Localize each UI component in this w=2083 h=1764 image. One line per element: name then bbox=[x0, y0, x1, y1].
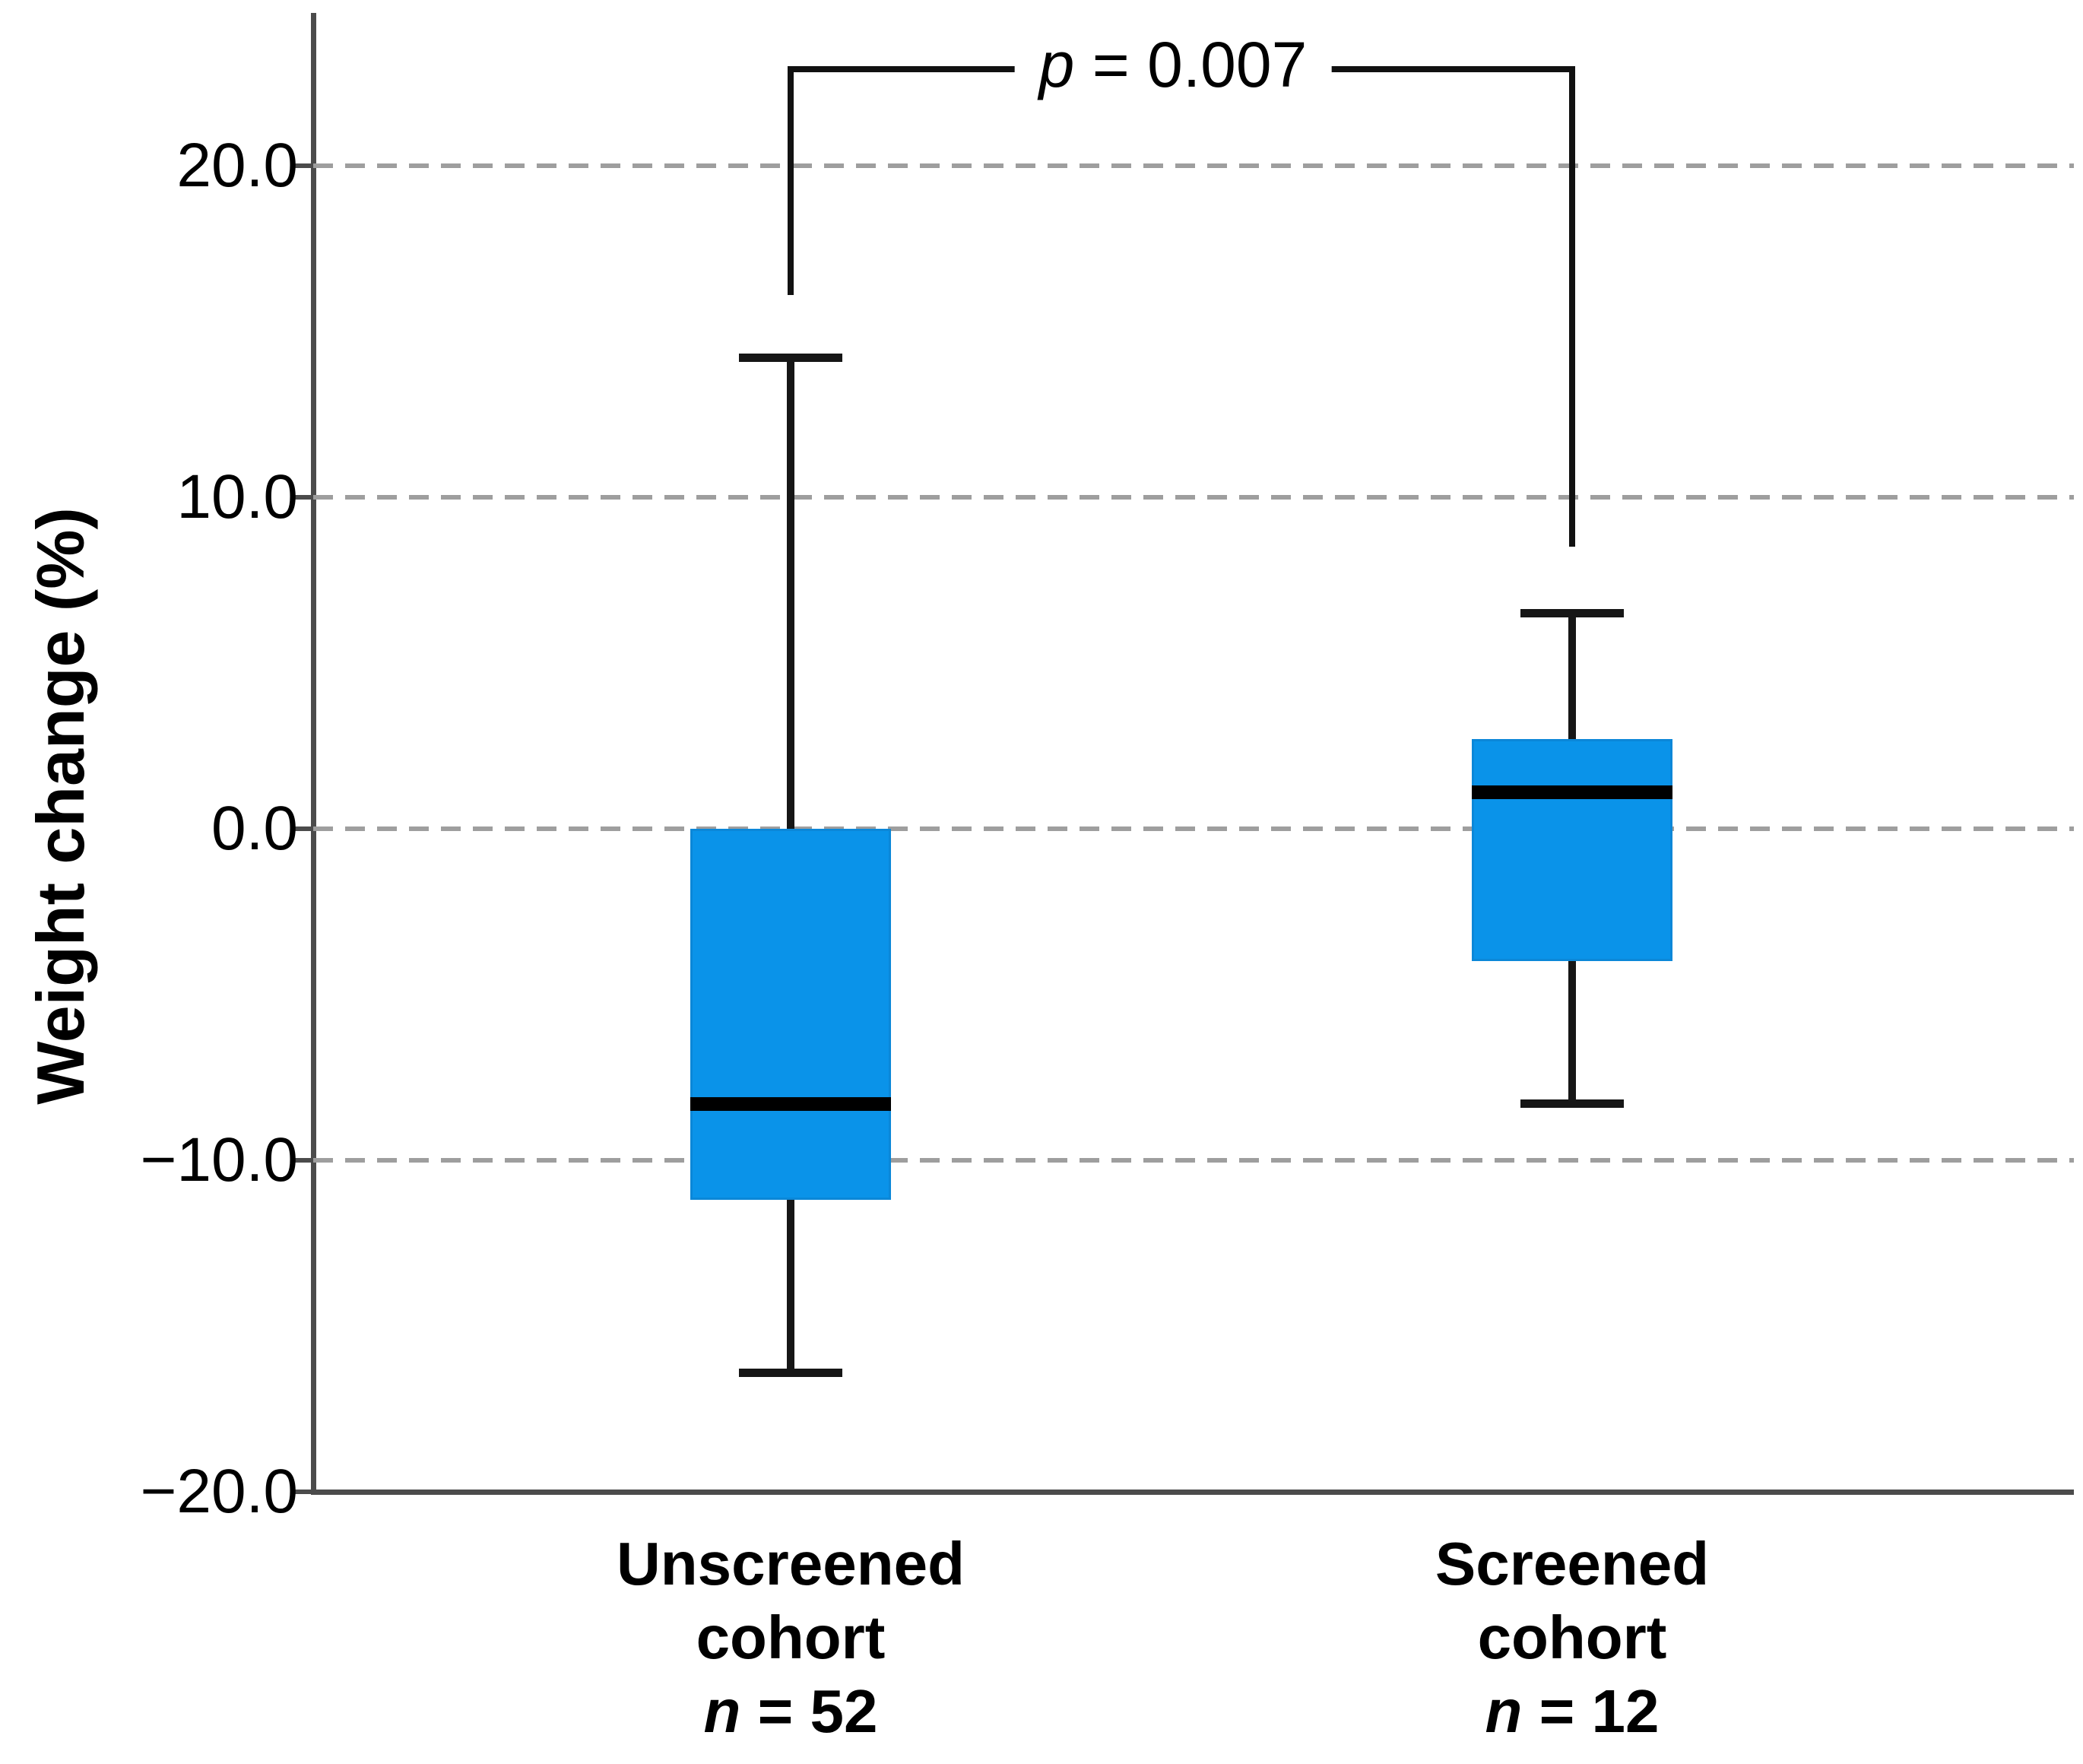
sig-bracket-right-leg bbox=[1569, 65, 1575, 547]
unscreened-cohort-lower-whisker-cap bbox=[739, 1368, 842, 1377]
screened-cohort-upper-whisker-cap bbox=[1520, 608, 1624, 617]
screened-cohort-box bbox=[1472, 739, 1672, 962]
screened-cohort-lower-whisker bbox=[1568, 961, 1576, 1104]
category-line: Screened bbox=[1435, 1530, 1710, 1597]
y-tick-mark-10 bbox=[292, 494, 313, 500]
y-tick-mark--10 bbox=[292, 1157, 313, 1163]
y-tick-label--20: −20.0 bbox=[140, 1457, 298, 1526]
unscreened-cohort-lower-whisker bbox=[787, 1200, 794, 1372]
unscreened-cohort-upper-whisker bbox=[787, 357, 794, 829]
gridline--10 bbox=[313, 1157, 2074, 1163]
gridline-20 bbox=[313, 163, 2074, 168]
unscreened-cohort-box bbox=[690, 828, 891, 1201]
p-value-label: p = 0.007 bbox=[1014, 24, 1332, 105]
p-value-symbol: p bbox=[1038, 29, 1075, 100]
y-tick-mark-20 bbox=[292, 163, 313, 168]
screened-cohort-upper-whisker bbox=[1568, 613, 1576, 740]
y-tick-label--10: −10.0 bbox=[140, 1125, 298, 1195]
category-line: Unscreened bbox=[617, 1530, 965, 1597]
gridline-0 bbox=[313, 826, 2074, 831]
screened-cohort-lower-whisker-cap bbox=[1520, 1099, 1624, 1109]
y-axis-line bbox=[311, 13, 316, 1492]
y-tick-mark-0 bbox=[292, 826, 313, 831]
y-tick-label-0: 0.0 bbox=[211, 793, 298, 863]
category-n-count: n = 12 bbox=[1485, 1677, 1660, 1745]
screened-cohort-median-line bbox=[1472, 785, 1672, 799]
x-axis-line bbox=[311, 1490, 2074, 1495]
y-tick-label-20: 20.0 bbox=[176, 130, 298, 200]
y-tick-mark--20 bbox=[292, 1490, 313, 1494]
category-line: cohort bbox=[696, 1604, 886, 1671]
sig-bracket-left-leg bbox=[788, 65, 794, 295]
x-axis-label-screened-cohort: Screened cohort n = 12 bbox=[1268, 1527, 1876, 1748]
x-axis-label-unscreened-cohort: Unscreened cohort n = 52 bbox=[487, 1527, 1095, 1748]
p-value-text: = 0.007 bbox=[1074, 29, 1308, 100]
category-line: cohort bbox=[1477, 1604, 1667, 1671]
gridline-10 bbox=[313, 494, 2074, 500]
unscreened-cohort-upper-whisker-cap bbox=[739, 354, 842, 363]
unscreened-cohort-median-line bbox=[690, 1096, 891, 1111]
category-n-count: n = 52 bbox=[703, 1677, 878, 1745]
y-tick-label-10: 10.0 bbox=[176, 462, 298, 531]
